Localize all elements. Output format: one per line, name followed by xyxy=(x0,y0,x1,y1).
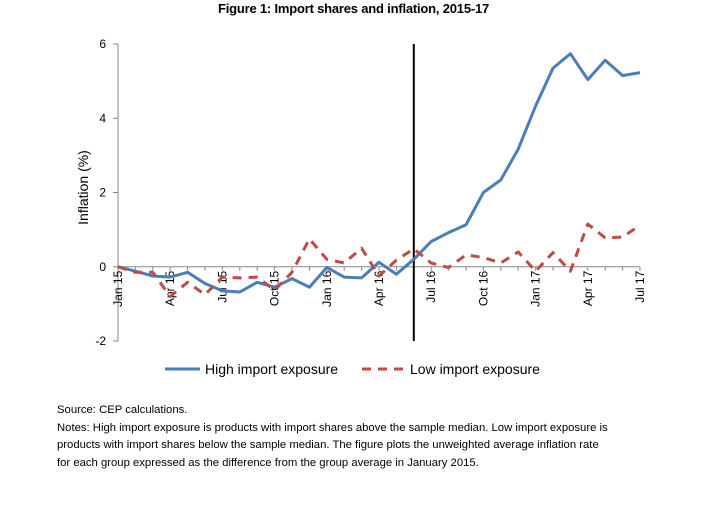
chart-title: Figure 1: Import shares and inflation, 2… xyxy=(217,1,490,16)
y-tick-label: 4 xyxy=(99,111,106,125)
x-tick-label: Jul 17 xyxy=(633,270,647,302)
notes-line-3: for each group expressed as the differen… xyxy=(57,456,479,469)
notes-line-1: Notes: High import exposure is products … xyxy=(57,421,608,434)
x-tick-label: Oct 16 xyxy=(476,270,490,306)
y-axis-title: Inflation (%) xyxy=(75,150,91,225)
notes-block: Source: CEP calculations. Notes: High im… xyxy=(57,402,677,472)
x-tick-label: Jul 15 xyxy=(215,270,229,302)
x-tick-label: Jul 16 xyxy=(424,270,438,302)
y-tick-label: 0 xyxy=(99,260,106,274)
notes-line-2: products with import shares below the sa… xyxy=(57,439,599,451)
source-text: Source: CEP calculations. xyxy=(57,404,188,416)
x-tick-label: Apr 15 xyxy=(163,270,177,306)
series-line-high-import xyxy=(117,52,641,294)
x-tick-label: Jan 17 xyxy=(529,270,543,306)
legend-label: Low import exposure xyxy=(410,361,540,377)
series-line-low-import xyxy=(117,222,641,298)
y-tick-label: 6 xyxy=(99,37,106,51)
x-tick-label: Jan 16 xyxy=(320,270,334,306)
x-tick-label: Apr 16 xyxy=(372,270,386,306)
y-tick-label: -2 xyxy=(95,334,106,348)
y-tick-label: 2 xyxy=(99,186,106,200)
x-tick-label: Jan 15 xyxy=(111,270,125,306)
legend: High import exposure Low import exposure xyxy=(165,361,540,377)
series-layer xyxy=(117,52,641,298)
legend-label: High import exposure xyxy=(205,361,338,377)
x-tick-label: Apr 17 xyxy=(581,270,595,306)
